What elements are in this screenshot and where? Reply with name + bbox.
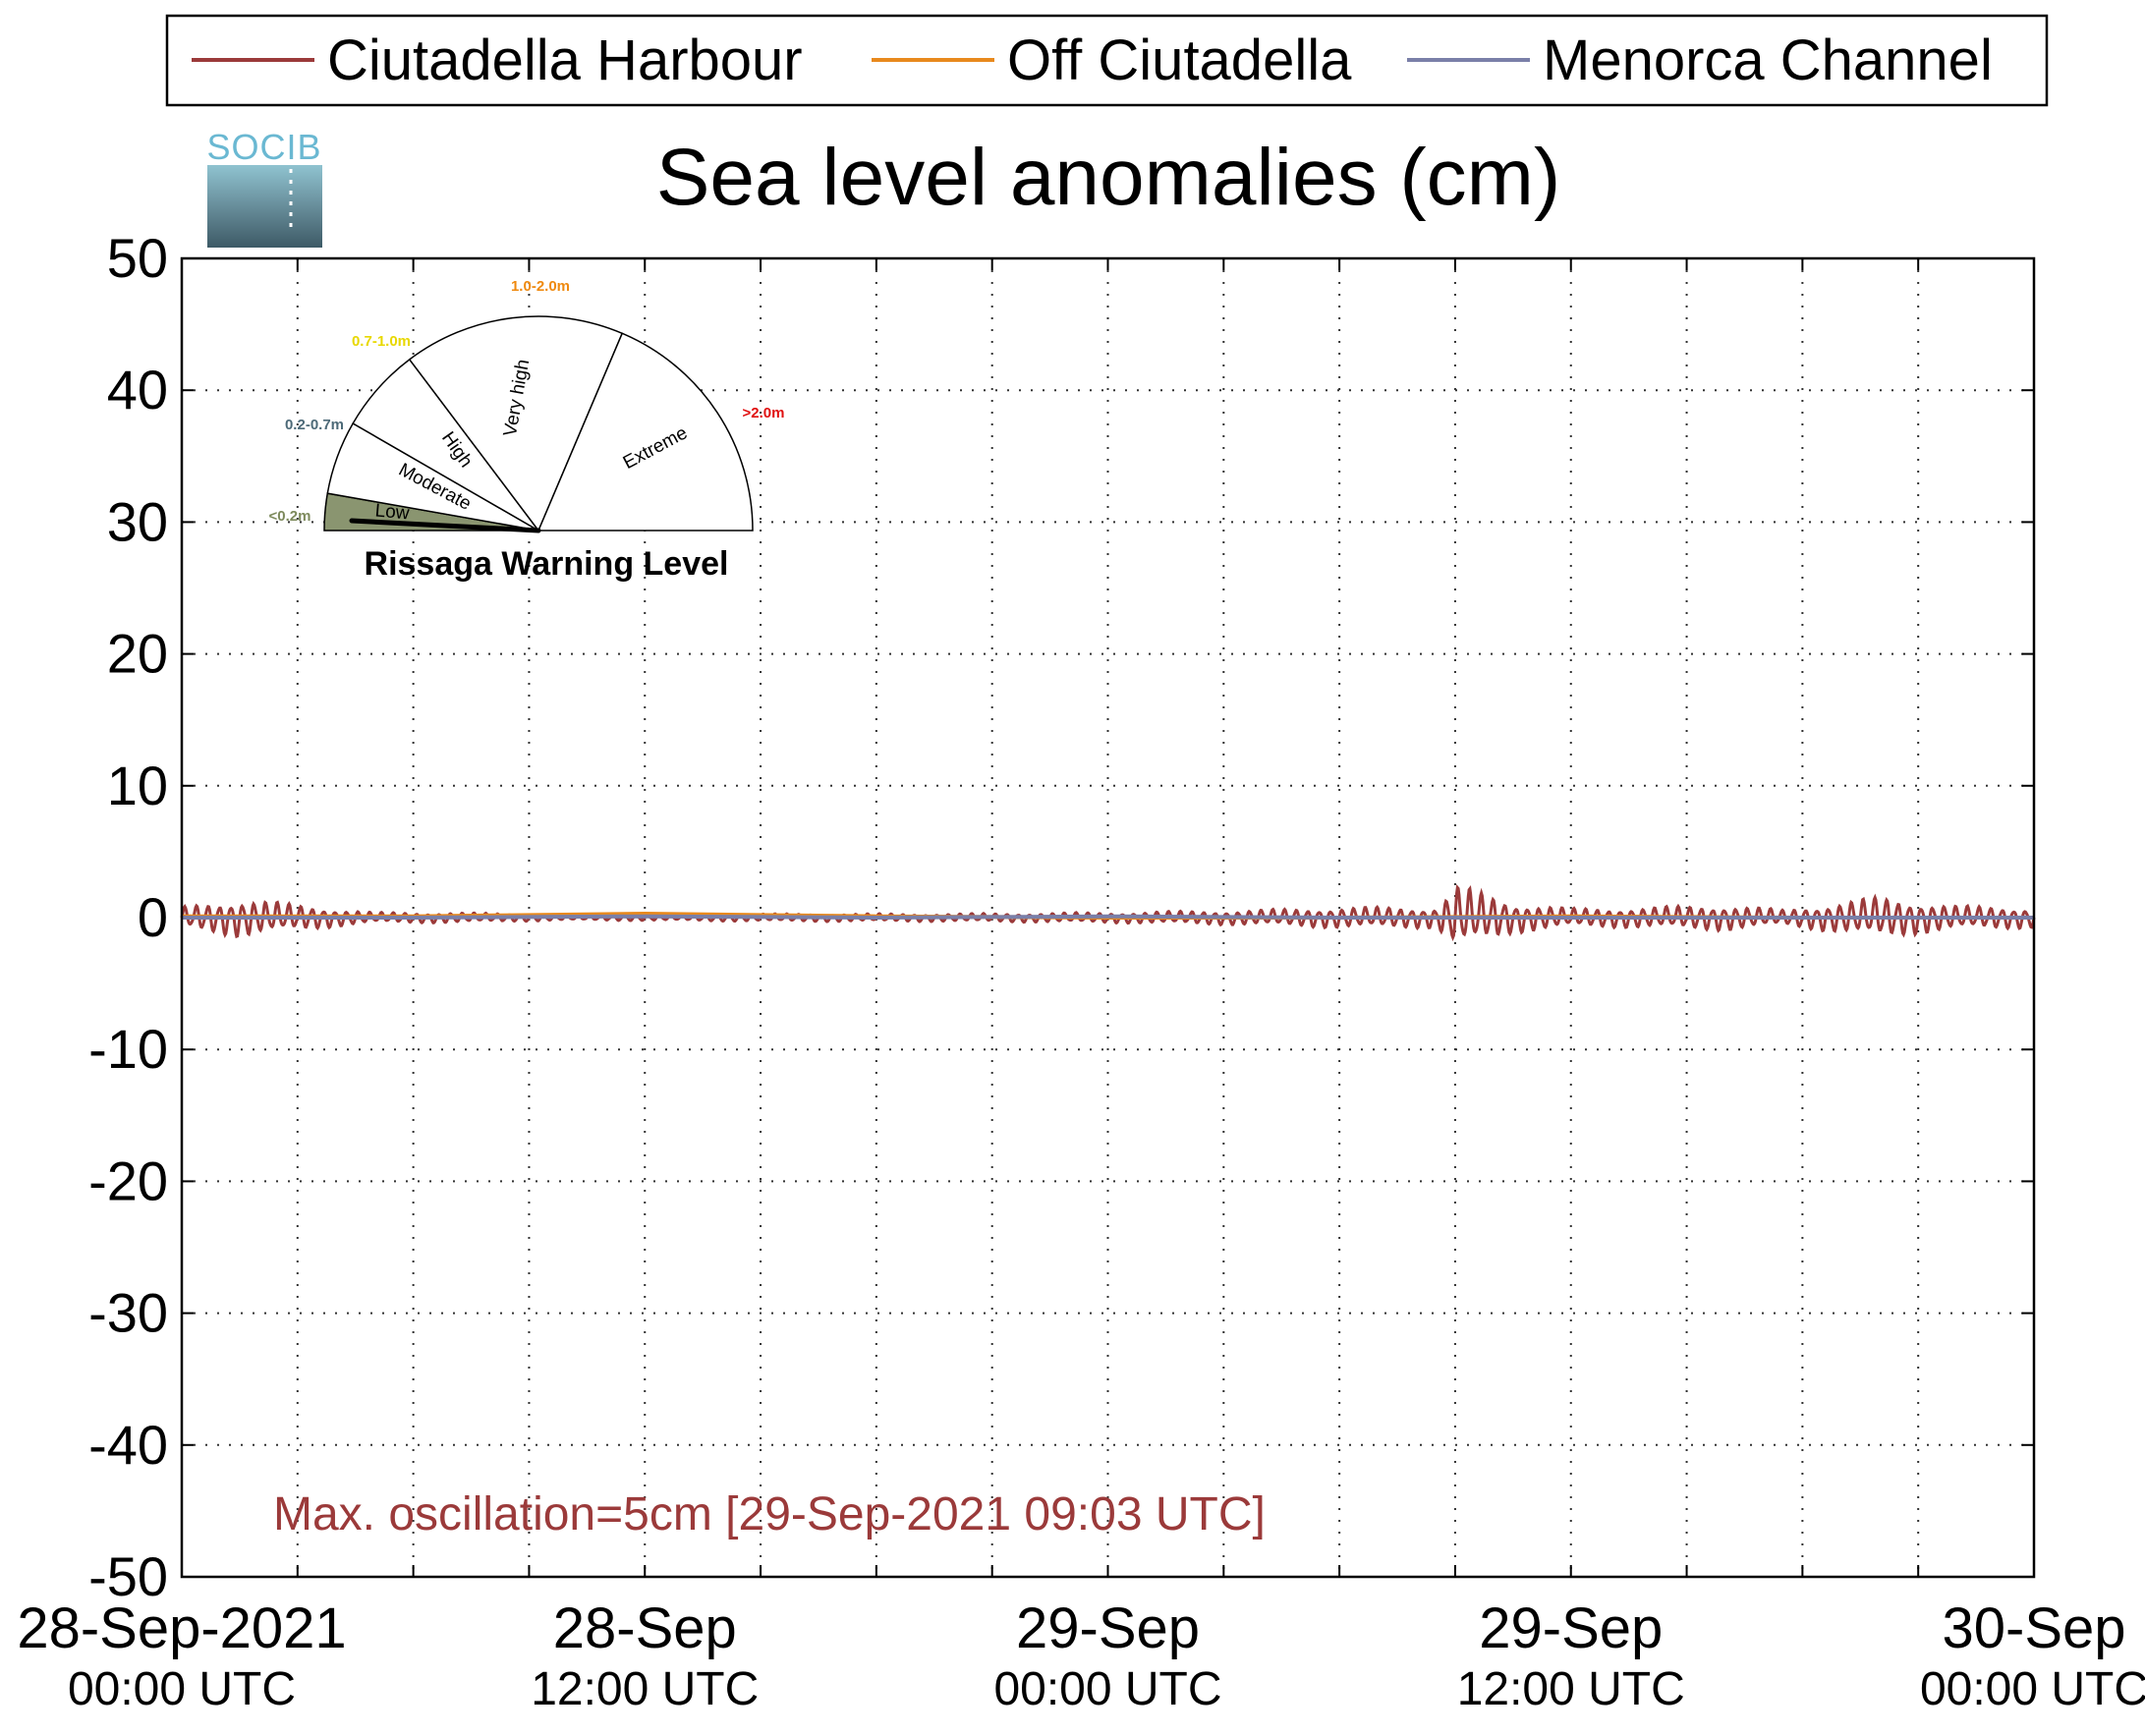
gauge-range-extreme: >2.0m bbox=[743, 405, 785, 421]
gauge-range-very-high: 1.0-2.0m bbox=[511, 278, 570, 295]
y-axis-ticks: -50 -40 -30 -20 -10 0 10 20 30 40 50 bbox=[88, 227, 2034, 1607]
x-tick-label-time: 00:00 UTC bbox=[993, 1663, 1221, 1715]
gauge-title: Rissaga Warning Level bbox=[365, 545, 729, 583]
legend-label-menorca-channel: Menorca Channel bbox=[1543, 28, 1993, 92]
x-tick-label-date: 29-Sep bbox=[1016, 1596, 1200, 1660]
x-tick-label-date: 28-Sep-2021 bbox=[17, 1596, 346, 1660]
y-tick-label: -40 bbox=[88, 1414, 168, 1476]
x-tick-label-date: 28-Sep bbox=[553, 1596, 737, 1660]
gauge-range-low: <0.2m bbox=[269, 508, 311, 525]
logo-graphic bbox=[207, 165, 322, 248]
y-tick-label: 50 bbox=[107, 227, 168, 289]
gauge-sector-extreme bbox=[536, 332, 754, 532]
x-tick-label-date: 30-Sep bbox=[1942, 1596, 2125, 1660]
legend-label-ciutadella-harbour: Ciutadella Harbour bbox=[327, 28, 803, 92]
x-tick-label-time: 00:00 UTC bbox=[1920, 1663, 2145, 1715]
y-tick-label: -30 bbox=[88, 1282, 168, 1344]
x-tick-label-date: 29-Sep bbox=[1479, 1596, 1663, 1660]
socib-logo: SOCIB bbox=[206, 127, 322, 248]
legend-label-off-ciutadella: Off Ciutadella bbox=[1007, 28, 1352, 92]
max-oscillation-annotation: Max. oscillation=5cm [29-Sep-2021 09:03 … bbox=[273, 1488, 1266, 1540]
gauge-range-moderate: 0.2-0.7m bbox=[285, 417, 344, 433]
y-tick-label: -20 bbox=[88, 1149, 168, 1211]
chart-title: Sea level anomalies (cm) bbox=[656, 133, 1561, 222]
y-tick-label: 20 bbox=[107, 623, 168, 685]
x-tick-label-time: 12:00 UTC bbox=[1457, 1663, 1685, 1715]
x-tick-label-time: 00:00 UTC bbox=[68, 1663, 296, 1715]
plot-border bbox=[180, 256, 2036, 1579]
gauge-needle bbox=[349, 518, 541, 533]
gauge-label-low: Low bbox=[374, 500, 411, 524]
gauge-range-high: 0.7-1.0m bbox=[352, 333, 411, 350]
y-tick-label: 30 bbox=[107, 490, 168, 552]
x-tick-label-time: 12:00 UTC bbox=[531, 1663, 759, 1715]
series-line-menorca-channel bbox=[182, 914, 2034, 920]
y-tick-label: -50 bbox=[88, 1545, 168, 1607]
y-tick-label: 40 bbox=[107, 359, 168, 420]
legend-box bbox=[165, 14, 2049, 107]
gauge-sector-very-high bbox=[408, 315, 624, 532]
series-layer bbox=[180, 884, 2036, 942]
legend: Ciutadella Harbour Off Ciutadella Menorc… bbox=[165, 14, 2049, 107]
y-tick-label: 0 bbox=[138, 886, 168, 948]
y-tick-label: 10 bbox=[107, 755, 168, 816]
y-tick-label: -10 bbox=[88, 1018, 168, 1080]
logo-text: SOCIB bbox=[206, 127, 321, 167]
